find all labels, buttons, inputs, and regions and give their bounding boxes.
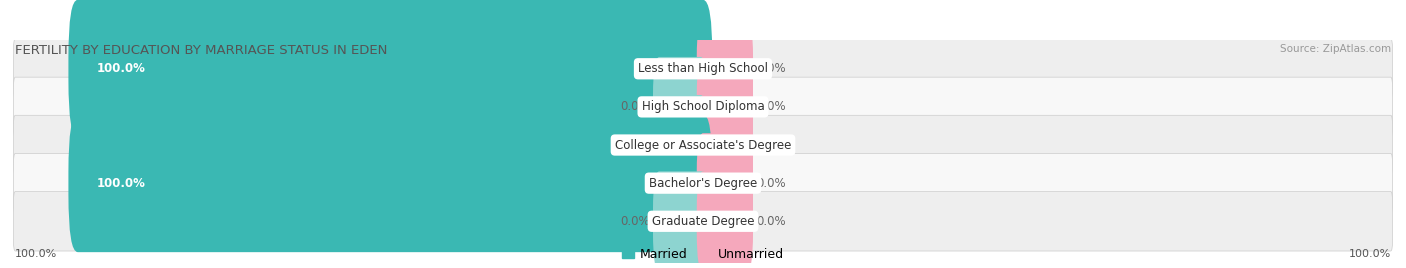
FancyBboxPatch shape xyxy=(14,77,1392,137)
FancyBboxPatch shape xyxy=(652,95,709,195)
Text: 0.0%: 0.0% xyxy=(756,215,786,228)
FancyBboxPatch shape xyxy=(697,95,754,195)
FancyBboxPatch shape xyxy=(69,114,713,252)
FancyBboxPatch shape xyxy=(697,133,754,233)
Text: Bachelor's Degree: Bachelor's Degree xyxy=(650,177,756,190)
FancyBboxPatch shape xyxy=(14,39,1392,99)
Text: 0.0%: 0.0% xyxy=(620,100,650,113)
Text: Graduate Degree: Graduate Degree xyxy=(652,215,754,228)
Text: 0.0%: 0.0% xyxy=(756,62,786,75)
Text: Less than High School: Less than High School xyxy=(638,62,768,75)
FancyBboxPatch shape xyxy=(14,153,1392,213)
Text: 100.0%: 100.0% xyxy=(97,177,145,190)
Legend: Married, Unmarried: Married, Unmarried xyxy=(617,243,789,266)
FancyBboxPatch shape xyxy=(697,171,754,268)
Text: 0.0%: 0.0% xyxy=(756,177,786,190)
Text: 0.0%: 0.0% xyxy=(756,139,786,151)
Text: 100.0%: 100.0% xyxy=(1348,249,1391,259)
FancyBboxPatch shape xyxy=(652,57,709,157)
Text: 0.0%: 0.0% xyxy=(756,100,786,113)
Text: 0.0%: 0.0% xyxy=(620,215,650,228)
FancyBboxPatch shape xyxy=(697,19,754,119)
Text: 0.0%: 0.0% xyxy=(620,139,650,151)
Text: High School Diploma: High School Diploma xyxy=(641,100,765,113)
FancyBboxPatch shape xyxy=(697,57,754,157)
Text: 100.0%: 100.0% xyxy=(97,62,145,75)
FancyBboxPatch shape xyxy=(652,171,709,268)
FancyBboxPatch shape xyxy=(69,0,713,138)
Text: Source: ZipAtlas.com: Source: ZipAtlas.com xyxy=(1279,44,1391,54)
Text: 100.0%: 100.0% xyxy=(15,249,58,259)
FancyBboxPatch shape xyxy=(14,115,1392,175)
Text: College or Associate's Degree: College or Associate's Degree xyxy=(614,139,792,151)
Text: FERTILITY BY EDUCATION BY MARRIAGE STATUS IN EDEN: FERTILITY BY EDUCATION BY MARRIAGE STATU… xyxy=(15,44,388,57)
FancyBboxPatch shape xyxy=(14,192,1392,251)
